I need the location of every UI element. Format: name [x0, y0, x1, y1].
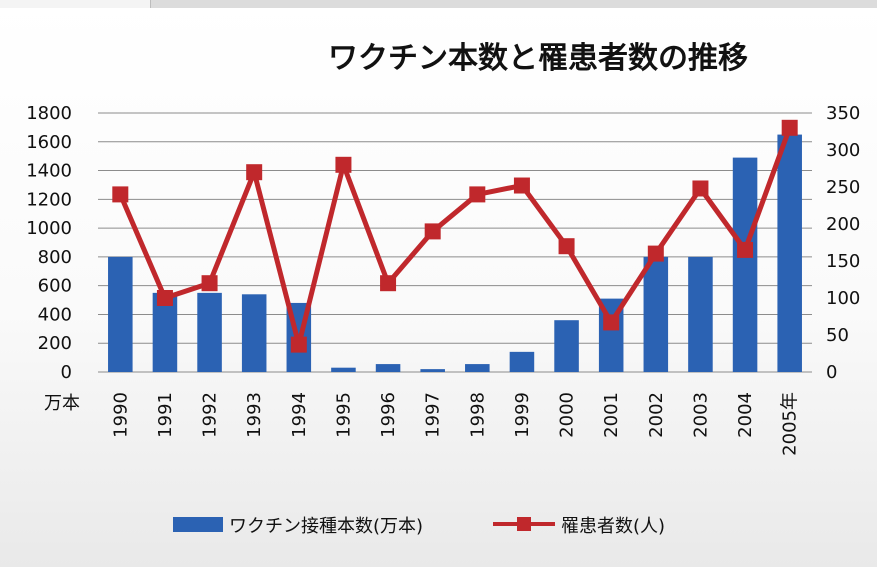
y-right-tick-label: 300 [826, 140, 860, 161]
line-marker [692, 180, 709, 197]
bar [777, 134, 802, 372]
line-marker [424, 223, 441, 240]
bar [554, 320, 579, 372]
y-left-tick-label: 1400 [26, 161, 72, 182]
bar [375, 364, 401, 372]
y-right-tick-label: 350 [826, 103, 860, 124]
y-right-tick-label: 150 [826, 251, 860, 272]
x-tick-label: 2000 [557, 392, 578, 438]
chart-title: ワクチン本数と罹患者数の推移 [328, 41, 748, 76]
x-tick-label: 2002 [646, 392, 667, 438]
bar [331, 367, 356, 372]
line-marker [513, 177, 530, 194]
bar [465, 364, 490, 372]
line-series [112, 119, 798, 353]
line-marker [469, 186, 486, 203]
x-tick-label: 1996 [378, 392, 399, 438]
legend-swatch-marker [517, 517, 531, 531]
x-tick-label: 1995 [333, 392, 354, 438]
bar [197, 292, 222, 372]
window-top-strip [0, 0, 877, 8]
y-right-tick-label: 250 [826, 177, 860, 198]
x-tick-label: 2005年 [780, 392, 801, 456]
x-tick-label: 2003 [690, 392, 711, 438]
y-left-tick-label: 1200 [26, 189, 72, 210]
bar [732, 157, 758, 372]
y-right-tick-label: 200 [826, 214, 860, 235]
bar [643, 256, 669, 372]
y-left-unit-label: 万本 [44, 393, 80, 414]
x-tick-label: 1994 [289, 392, 310, 438]
y-left-tick-label: 600 [38, 276, 72, 297]
line-marker [201, 275, 218, 292]
line-marker [112, 186, 129, 203]
line-marker [737, 241, 754, 258]
y-left-tick-label: 1600 [26, 132, 72, 153]
x-tick-label: 2004 [735, 392, 756, 438]
y-left-tick-label: 800 [38, 247, 72, 268]
line-marker [781, 119, 798, 136]
bar-series [108, 134, 802, 372]
x-tick-label: 1997 [423, 392, 444, 438]
legend-swatch-bars [173, 517, 223, 532]
x-tick-label: 1993 [244, 392, 265, 438]
line-marker [558, 238, 575, 255]
x-tick-label: 1991 [155, 392, 176, 438]
bar [152, 292, 178, 372]
y-right-tick-label: 100 [826, 288, 860, 309]
legend-label-bars: ワクチン接種本数(万本) [229, 516, 423, 537]
y-left-tick-label: 200 [38, 333, 72, 354]
axes: 0 200 400 600 800 1000 1200 1400 1600 1800 0 50 100 1… [26, 103, 860, 456]
line-marker [647, 245, 664, 262]
bar [241, 294, 267, 372]
tab [0, 0, 151, 8]
y-left-tick-label: 1800 [26, 103, 72, 124]
line-marker [335, 156, 352, 173]
x-tick-label: 1998 [467, 392, 488, 438]
y-right-tick-label: 50 [826, 325, 849, 346]
bar [509, 351, 535, 372]
legend-label-line: 罹患者数(人) [561, 516, 665, 537]
x-tick-label: 1992 [200, 392, 221, 438]
bar [108, 256, 133, 372]
line-marker [603, 314, 620, 331]
y-left-tick-label: 0 [61, 362, 72, 383]
y-left-tick-label: 400 [38, 304, 72, 325]
y-left-tick-label: 1000 [26, 218, 72, 239]
legend: ワクチン接種本数(万本) 罹患者数(人) [173, 516, 665, 537]
x-tick-label: 1999 [512, 392, 533, 438]
line-marker [156, 290, 173, 306]
line-marker [246, 164, 263, 181]
x-tick-label: 1990 [110, 392, 131, 438]
line-marker [290, 336, 307, 353]
y-right-tick-label: 0 [826, 362, 837, 383]
line-marker [380, 275, 397, 292]
line-path [118, 126, 793, 348]
bar [420, 369, 445, 372]
x-tick-label: 2001 [601, 392, 622, 438]
bar [688, 256, 713, 372]
